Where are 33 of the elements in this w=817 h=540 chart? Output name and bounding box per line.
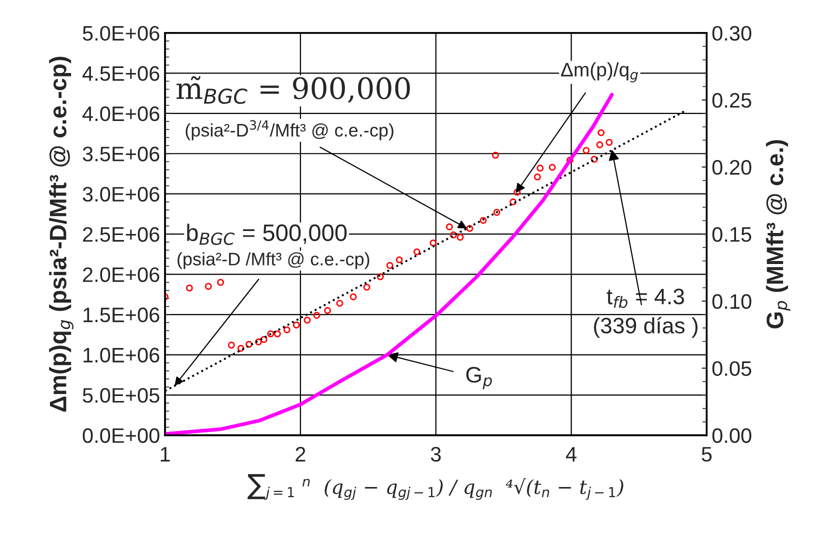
y2-tick-label: 0.25	[712, 92, 752, 108]
y2-tick-label: 0.20	[712, 160, 752, 175]
x-tick-label: 4	[566, 447, 576, 462]
y2-tick-label: 0.00	[712, 428, 752, 443]
y-tick-label: 5.0E+05	[82, 388, 160, 403]
text: ∑$_{j=1}$ $^{n}$ (q$_{gj}$ − q$_{gj−1}$) / q$_{gn}$ ⁴√(t$_{n}$ − t$_{j−1}$)	[248, 474, 624, 500]
y-tick-label: 4.0E+06	[82, 106, 160, 122]
y2-tick-label: 0.15	[712, 227, 752, 242]
y-tick-label: 0.0E+00	[82, 428, 160, 443]
annotation: b$_{BGC}$ = 500,000	[187, 224, 347, 245]
y-tick-label: 2.0E+06	[83, 267, 160, 282]
annotation: G$_{p}$	[466, 366, 492, 390]
y-tick-label: 3.0E+06	[82, 186, 160, 202]
annotation: (339 días )	[594, 316, 698, 338]
y-axis-title: Δm(p)q$_{g}$ (psia²-D/Mft³ @ c.e.-cp)	[49, 56, 74, 412]
annotation: (psia²-D$^{3/4}$/Mft³ @ c.e.-cp)	[186, 120, 394, 140]
y2-axis-title: G$_{p}$ (MMft³ @ c.e.)	[766, 140, 790, 328]
x-tick-label: 2	[296, 446, 306, 462]
x-tick-label: 5	[702, 447, 712, 462]
y2-tick-label: 0.05	[712, 361, 752, 376]
annotation: m̃$_{BGC}$ = 900,000	[176, 76, 410, 104]
x-tick-label: 3	[430, 446, 441, 462]
y-tick-label: 3.5E+06	[82, 146, 160, 162]
annotation: (psia²-D /Mft³ @ c.e.-cp)	[178, 252, 370, 270]
y-tick-label: 1.0E+06	[84, 348, 160, 363]
y-tick-label: 1.5E+06	[84, 308, 160, 322]
y2-tick-label: 0.30	[712, 26, 752, 41]
annotation: Δm(p)/q$_{g}$	[561, 62, 638, 82]
y-tick-label: 2.5E+06	[83, 227, 160, 242]
y2-tick-label: 0.10	[712, 294, 752, 309]
x-tick-label: 1	[160, 447, 170, 462]
y-tick-label: 4.5E+06	[82, 66, 160, 81]
y-tick-label: 5.0E+06	[82, 26, 160, 41]
